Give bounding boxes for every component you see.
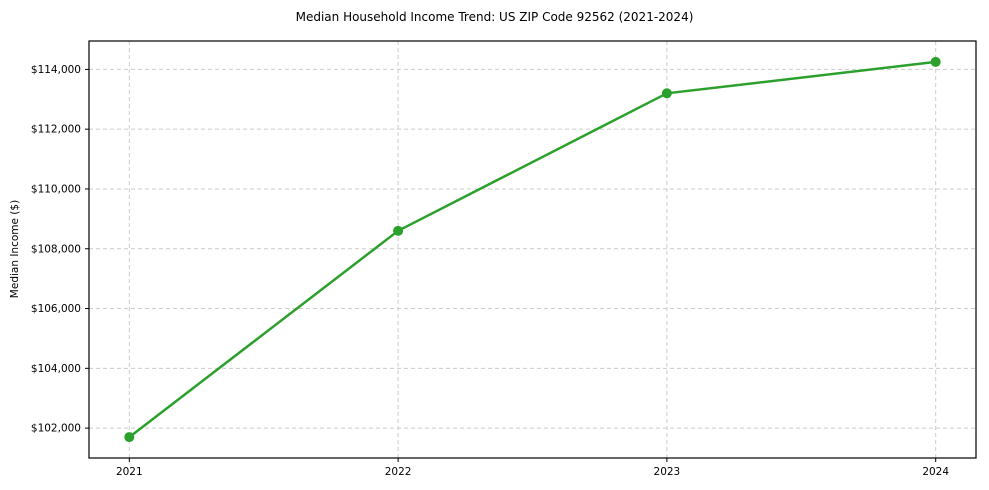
data-point-marker <box>124 432 135 443</box>
x-tick-label: 2022 <box>385 466 412 478</box>
x-tick-label: 2021 <box>116 466 143 478</box>
y-tick-label: $112,000 <box>31 124 81 136</box>
data-point-marker <box>930 56 941 67</box>
y-tick-label: $110,000 <box>31 183 81 195</box>
y-tick-label: $104,000 <box>31 363 81 375</box>
x-tick-label: 2024 <box>922 466 949 478</box>
x-tick-label: 2023 <box>654 466 681 478</box>
y-tick-label: $106,000 <box>31 303 81 315</box>
y-tick-label: $108,000 <box>31 243 81 255</box>
chart-title: Median Household Income Trend: US ZIP Co… <box>295 10 694 24</box>
trend-line <box>128 60 937 439</box>
y-tick-label: $102,000 <box>31 423 81 435</box>
data-point-marker <box>393 225 404 236</box>
plot-border <box>88 40 977 459</box>
y-tick-label: $114,000 <box>31 64 81 76</box>
data-point-marker <box>661 88 672 99</box>
